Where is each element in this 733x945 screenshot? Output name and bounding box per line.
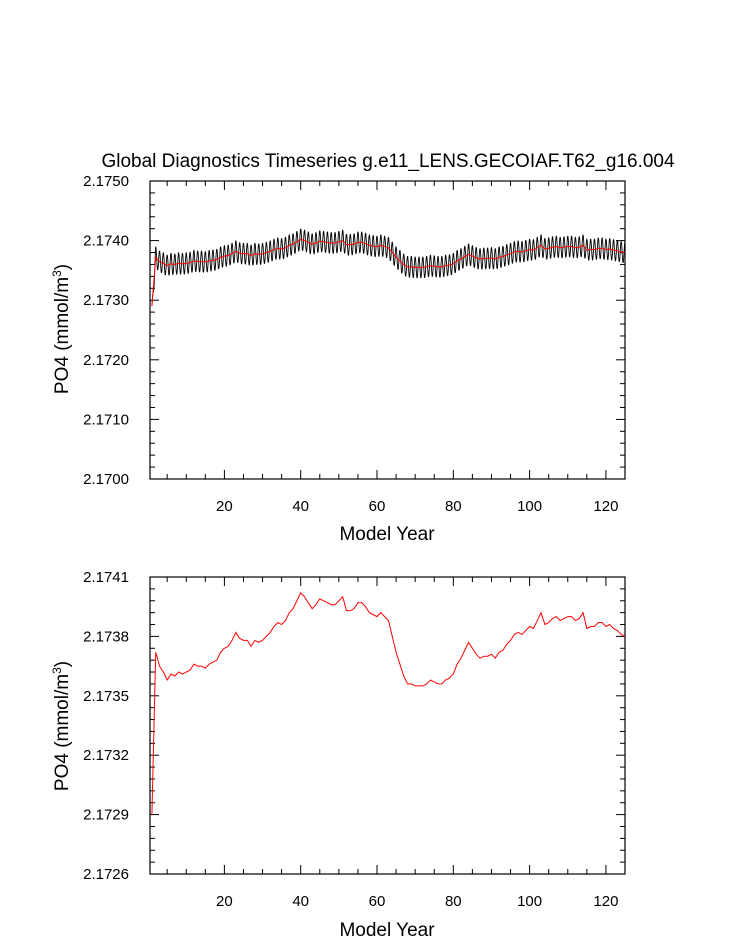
bottom-y-tick-label: 2.1732 xyxy=(83,747,129,764)
bottom-plot-frame xyxy=(149,576,626,875)
bottom-panel: Model Year PO4 (mmol/m3) 20 40 60 80 100 120 2… xyxy=(50,569,626,941)
bottom-annual-mean-line xyxy=(151,591,626,815)
top-x-tick-label: 100 xyxy=(517,498,542,515)
bottom-y-tick-label: 2.1741 xyxy=(83,569,129,586)
top-x-tick-label: 60 xyxy=(369,498,386,515)
monthly-series-line xyxy=(151,228,626,307)
top-annual-mean-line xyxy=(151,238,626,307)
top-x-tick-label: 120 xyxy=(593,498,618,515)
bottom-y-axis-label: PO4 (mmol/m3) xyxy=(50,661,73,791)
bottom-y-tick-label: 2.1726 xyxy=(83,866,129,883)
top-plot-frame xyxy=(149,180,626,480)
bottom-x-tick-label: 20 xyxy=(216,893,233,910)
top-y-tick-label: 2.1740 xyxy=(83,233,129,250)
bottom-x-tick-label: 40 xyxy=(292,893,309,910)
bottom-x-tick-label: 120 xyxy=(593,893,618,910)
bottom-x-axis-label: Model Year xyxy=(339,920,435,941)
bottom-x-tick-label: 100 xyxy=(517,893,542,910)
bottom-x-tick-label: 80 xyxy=(445,893,462,910)
top-y-tick-label: 2.1710 xyxy=(83,411,129,428)
top-x-tick-label: 80 xyxy=(445,498,462,515)
top-x-tick-label: 40 xyxy=(292,498,309,515)
bottom-y-tick-label: 2.1729 xyxy=(83,807,129,824)
top-y-tick-label: 2.1750 xyxy=(83,173,129,190)
top-y-axis-label: PO4 (mmol/m3) xyxy=(50,264,73,394)
top-x-axis-label: Model Year xyxy=(339,524,435,545)
top-panel: Model Year PO4 (mmol/m3) 20 40 60 80 100 120 2… xyxy=(50,173,626,545)
bottom-y-tick-label: 2.1735 xyxy=(83,688,129,705)
bottom-x-tick-label: 60 xyxy=(369,893,386,910)
top-y-tick-label: 2.1730 xyxy=(83,292,129,309)
top-y-tick-label: 2.1720 xyxy=(83,352,129,369)
top-x-tick-label: 20 xyxy=(216,498,233,515)
bottom-y-tick-label: 2.1738 xyxy=(83,628,129,645)
chart-title: Global Diagnostics Timeseries g.e11_LENS… xyxy=(101,151,675,172)
top-y-tick-label: 2.1700 xyxy=(83,471,129,488)
